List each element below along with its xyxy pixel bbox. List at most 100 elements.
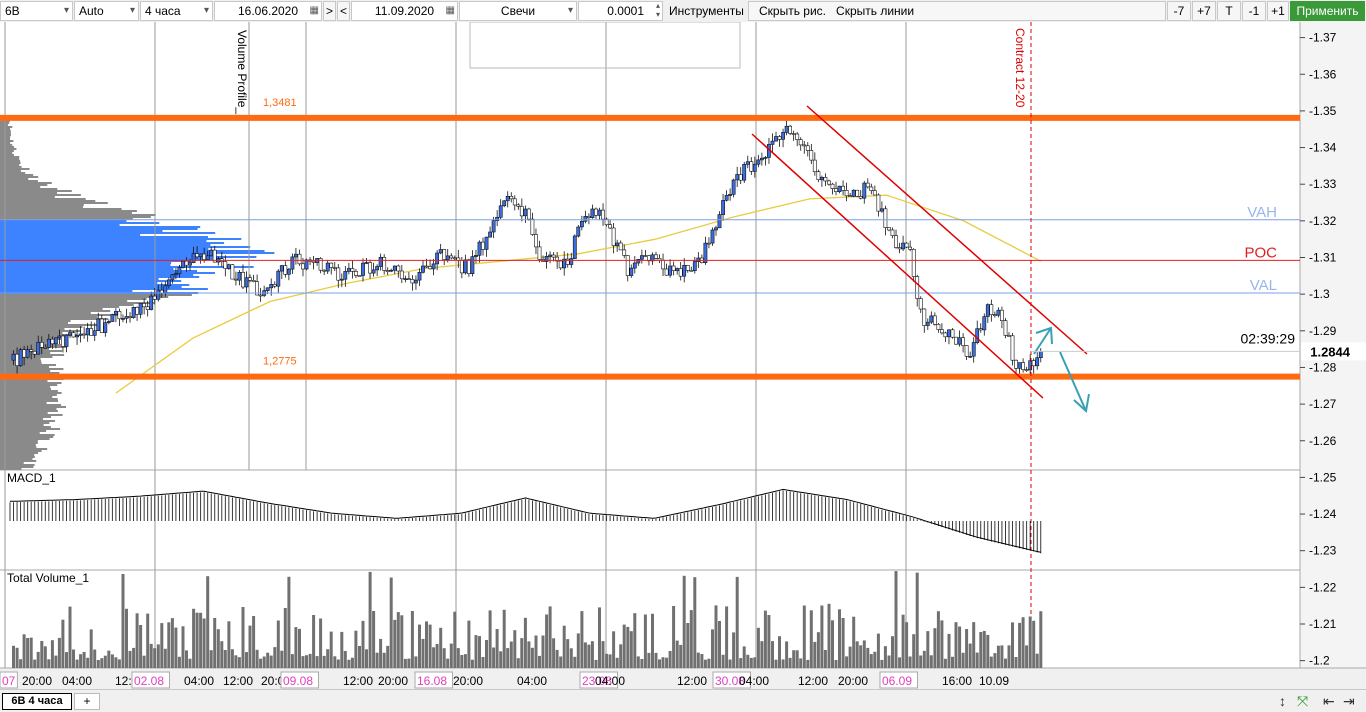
date-marker-box bbox=[712, 671, 751, 689]
volume-bar bbox=[993, 653, 997, 668]
scale-select[interactable]: Auto bbox=[74, 1, 139, 21]
toolbar: 6B Auto 4 часа 16.06.2020 ▦ > < 11.09.202… bbox=[0, 0, 1366, 23]
volume-bar bbox=[989, 656, 993, 668]
volume-bar bbox=[280, 650, 284, 668]
volume-profile-bar bbox=[0, 398, 58, 400]
volume-bar bbox=[813, 641, 817, 668]
candle bbox=[950, 329, 955, 338]
add-tab-button[interactable]: + bbox=[74, 693, 100, 710]
time-tick-label: 16.08 bbox=[417, 674, 447, 688]
candle bbox=[202, 253, 207, 260]
candle bbox=[929, 315, 934, 323]
candle bbox=[618, 242, 623, 251]
volume-profile-bar bbox=[0, 416, 51, 418]
candle bbox=[64, 334, 69, 347]
candle bbox=[39, 341, 44, 348]
date-from-input[interactable]: 16.06.2020 ▦ bbox=[214, 1, 322, 21]
candle bbox=[735, 174, 740, 181]
shift-back-7-button[interactable]: -7 bbox=[1167, 1, 1191, 21]
volume-profile-bar bbox=[0, 218, 133, 220]
volume-bar bbox=[961, 652, 965, 668]
volume-bar bbox=[668, 651, 672, 668]
candle bbox=[1024, 369, 1029, 372]
volume-bar bbox=[177, 656, 181, 668]
timeframe-select[interactable]: 4 часа bbox=[140, 1, 213, 21]
chart-tab[interactable]: 6B 4 часа bbox=[2, 693, 72, 710]
volume-bar bbox=[1039, 611, 1043, 668]
candle bbox=[654, 254, 658, 259]
volume-profile-bar bbox=[0, 226, 201, 228]
candle bbox=[512, 198, 517, 206]
volume-bar bbox=[823, 650, 827, 668]
candle bbox=[572, 235, 577, 259]
volume-bar bbox=[883, 646, 887, 668]
candle bbox=[579, 221, 584, 228]
volume-bar bbox=[107, 650, 111, 668]
volume-bar bbox=[774, 659, 778, 668]
volume-profile-bar bbox=[0, 324, 97, 326]
volume-bar bbox=[393, 619, 397, 668]
candle bbox=[410, 279, 415, 284]
vertical-resize-icon[interactable]: ↕ bbox=[1279, 693, 1286, 709]
volume-bar bbox=[873, 651, 877, 668]
spinner-icon[interactable]: ▴ ▾ bbox=[655, 1, 660, 19]
volume-bar bbox=[633, 613, 637, 668]
hide-lines-button[interactable]: Скрыть линии bbox=[836, 4, 915, 18]
volume-profile-bar bbox=[0, 148, 17, 150]
volume-profile-bar bbox=[0, 228, 198, 230]
volume-bar bbox=[901, 614, 905, 668]
hide-drawings-button[interactable]: Скрыть рис. bbox=[759, 4, 827, 18]
volume-profile-bar bbox=[0, 318, 109, 320]
candle bbox=[498, 205, 503, 218]
collapse-left-icon[interactable]: ⇤ bbox=[1323, 693, 1335, 709]
volume-bar bbox=[26, 638, 30, 668]
next-button[interactable]: > bbox=[323, 1, 336, 21]
apply-button[interactable]: Применить bbox=[1290, 1, 1365, 21]
volume-bar bbox=[382, 652, 386, 668]
candle bbox=[68, 332, 72, 336]
volume-bar bbox=[432, 647, 436, 668]
today-button[interactable]: T bbox=[1217, 1, 1241, 21]
volume-bar bbox=[156, 644, 160, 668]
volume-bar bbox=[269, 655, 273, 668]
shift-back-1-button[interactable]: -1 bbox=[1242, 1, 1266, 21]
volume-bar bbox=[93, 649, 97, 668]
volume-bar bbox=[1011, 622, 1014, 668]
volume-bar bbox=[1025, 645, 1029, 668]
volume-bar bbox=[54, 655, 58, 668]
date-to-input[interactable]: 11.09.2020 ▦ bbox=[351, 1, 458, 21]
date-from-value: 16.06.2020 bbox=[237, 4, 299, 18]
prev-button[interactable]: < bbox=[337, 1, 350, 21]
hide-controls: Скрыть рис. Скрыть линии bbox=[748, 1, 1166, 21]
shift-forward-7-button[interactable]: +7 bbox=[1192, 1, 1216, 21]
shift-forward-1-button[interactable]: +1 bbox=[1267, 1, 1289, 21]
candle bbox=[212, 249, 217, 263]
chart-area[interactable]: Volume Profile_1 VAH POC VAL 1,3481 1,2775 Co… bbox=[0, 22, 1366, 689]
volume-bar bbox=[711, 629, 714, 668]
volume-bar bbox=[276, 620, 280, 668]
volume-bar bbox=[629, 631, 633, 668]
candle bbox=[36, 341, 41, 355]
volume-bar bbox=[474, 635, 478, 668]
symbol-select[interactable]: 6B bbox=[0, 1, 73, 21]
step-input[interactable]: 0.0001 ▴ ▾ bbox=[578, 1, 663, 21]
instruments-button[interactable]: Инструменты bbox=[669, 4, 744, 18]
vah-label: VAH bbox=[1247, 204, 1277, 221]
volume-bar bbox=[951, 656, 954, 668]
candle bbox=[982, 316, 987, 331]
candle bbox=[774, 136, 778, 142]
expand-right-icon[interactable]: ⇥ bbox=[1343, 693, 1355, 709]
volume-bar bbox=[753, 657, 757, 668]
countdown-timer: 02:39:29 bbox=[1241, 330, 1296, 346]
calendar-icon[interactable]: ▦ bbox=[309, 5, 319, 16]
volume-bar bbox=[167, 622, 171, 668]
volume-bar bbox=[619, 644, 623, 668]
fullscreen-icon[interactable]: ⤧ bbox=[1297, 693, 1309, 709]
volume-bar bbox=[809, 610, 813, 668]
volume-bar bbox=[1032, 620, 1036, 668]
calendar-icon[interactable]: ▦ bbox=[445, 5, 455, 16]
volume-profile-bar bbox=[0, 278, 159, 280]
chart-type-select[interactable]: Свечи bbox=[459, 1, 577, 21]
price-tick-label: -1.26 bbox=[1309, 434, 1337, 448]
price-tick-label: -1.2 bbox=[1309, 654, 1330, 668]
